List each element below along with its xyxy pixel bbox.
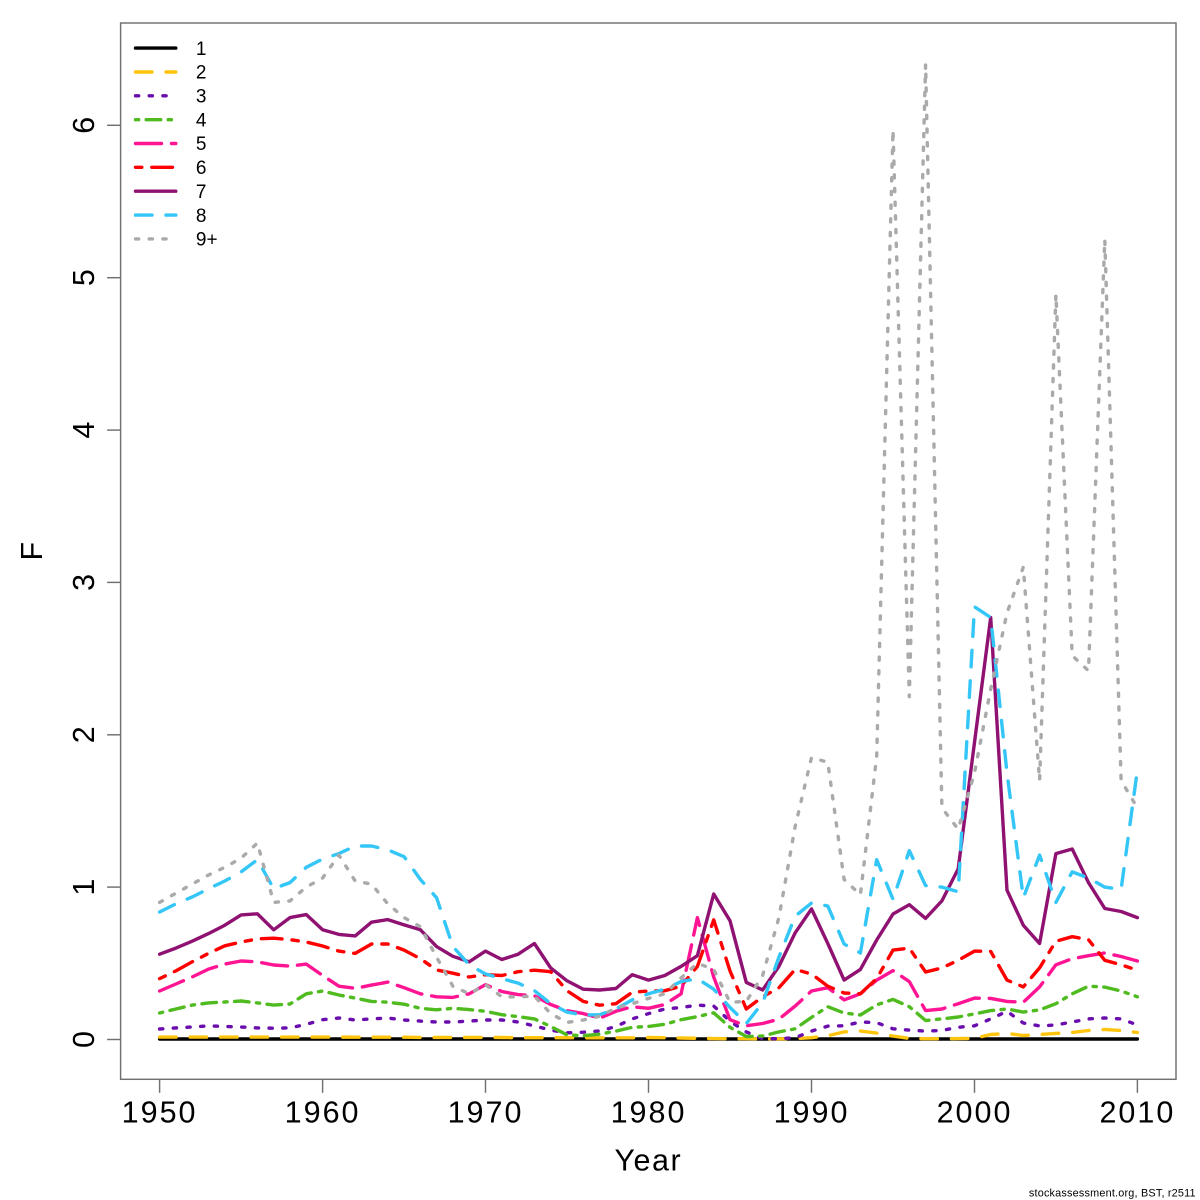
svg-text:1: 1 xyxy=(196,39,207,60)
svg-text:3: 3 xyxy=(67,574,101,591)
svg-text:1970: 1970 xyxy=(448,1096,524,1130)
svg-text:2010: 2010 xyxy=(1099,1096,1175,1130)
svg-text:9+: 9+ xyxy=(196,230,218,251)
svg-text:1980: 1980 xyxy=(611,1096,687,1130)
svg-text:5: 5 xyxy=(196,134,207,155)
svg-text:8: 8 xyxy=(196,206,207,227)
svg-text:1960: 1960 xyxy=(285,1096,361,1130)
svg-text:2000: 2000 xyxy=(937,1096,1013,1130)
svg-text:1950: 1950 xyxy=(122,1096,198,1130)
svg-text:6: 6 xyxy=(67,117,101,134)
svg-text:F: F xyxy=(15,542,49,561)
svg-text:4: 4 xyxy=(196,110,207,131)
svg-text:1990: 1990 xyxy=(774,1096,850,1130)
svg-text:6: 6 xyxy=(196,158,207,179)
svg-text:5: 5 xyxy=(67,269,101,286)
svg-text:3: 3 xyxy=(196,87,207,108)
svg-text:stockassessment.org, BST, r251: stockassessment.org, BST, r2511 xyxy=(1029,1188,1196,1200)
svg-text:7: 7 xyxy=(196,182,207,203)
svg-text:1: 1 xyxy=(67,879,101,896)
svg-text:2: 2 xyxy=(196,63,207,84)
svg-text:Year: Year xyxy=(614,1144,682,1178)
svg-text:4: 4 xyxy=(67,422,101,439)
svg-text:0: 0 xyxy=(67,1031,101,1048)
svg-text:2: 2 xyxy=(67,726,101,743)
